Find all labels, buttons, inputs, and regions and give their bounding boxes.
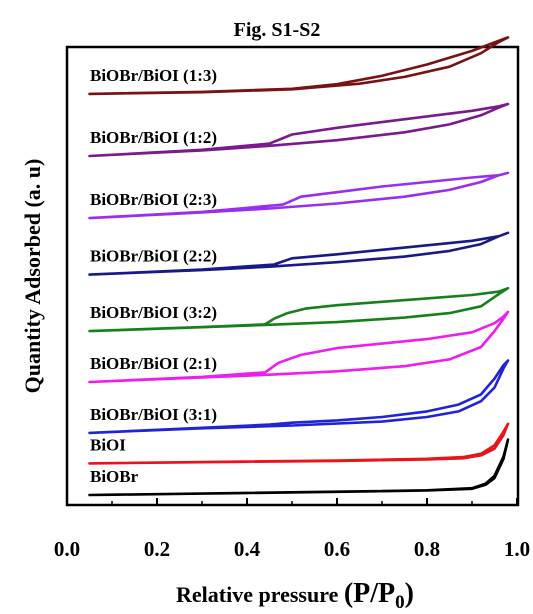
series-curve-biobr-bioi-1-2 — [88, 102, 510, 158]
x-axis: 0.0 0.2 0.4 0.6 0.8 1.0 — [54, 498, 530, 561]
series-label-layer: BiOBr BiOI BiOBr/BiOI (3:1) BiOBr/BiOI (2:1… — [90, 66, 217, 486]
series-curve-biobr-bioi-3-1 — [88, 359, 510, 435]
series-curve-biobr-bioi-1-3 — [88, 36, 510, 96]
chart-title: Fig. S1-S2 — [234, 19, 321, 41]
x-tick-label: 1.0 — [504, 537, 530, 561]
series-curve-biobr — [88, 438, 510, 497]
series-label-biobr-bioi-3-2: BiOBr/BiOI (3:2) — [90, 303, 217, 322]
x-tick-label: 0.0 — [54, 537, 80, 561]
series-curve-biobr-bioi-2-3 — [88, 171, 510, 220]
series-curve-biobr-bioi-2-2 — [88, 231, 510, 276]
series-curve-biobr-bioi-3-2 — [88, 286, 510, 333]
series-layer — [88, 36, 510, 497]
series-label-biobr-bioi-2-1: BiOBr/BiOI (2:1) — [90, 354, 217, 373]
series-curve-biobr-bioi-2-1 — [88, 310, 510, 384]
x-tick-label: 0.4 — [234, 537, 261, 561]
series-curve-bioi — [88, 422, 510, 465]
series-label-biobr-bioi-1-3: BiOBr/BiOI (1:3) — [90, 66, 217, 85]
series-label-biobr-bioi-1-2: BiOBr/BiOI (1:2) — [90, 128, 217, 147]
x-tick-label: 0.6 — [324, 537, 350, 561]
y-axis-label: Quantity Adsorbed (a. u) — [20, 159, 45, 394]
series-label-biobr-bioi-2-3: BiOBr/BiOI (2:3) — [90, 190, 217, 209]
series-label-bioi: BiOI — [90, 435, 126, 454]
x-axis-label: Relative pressure (P/P0) — [176, 578, 414, 613]
series-label-biobr-bioi-2-2: BiOBr/BiOI (2:2) — [90, 247, 217, 266]
x-tick-label: 0.8 — [414, 537, 440, 561]
x-tick-label: 0.2 — [144, 537, 170, 561]
series-label-biobr: BiOBr — [90, 467, 139, 486]
series-label-biobr-bioi-3-1: BiOBr/BiOI (3:1) — [90, 405, 217, 424]
plot-frame — [65, 45, 520, 507]
